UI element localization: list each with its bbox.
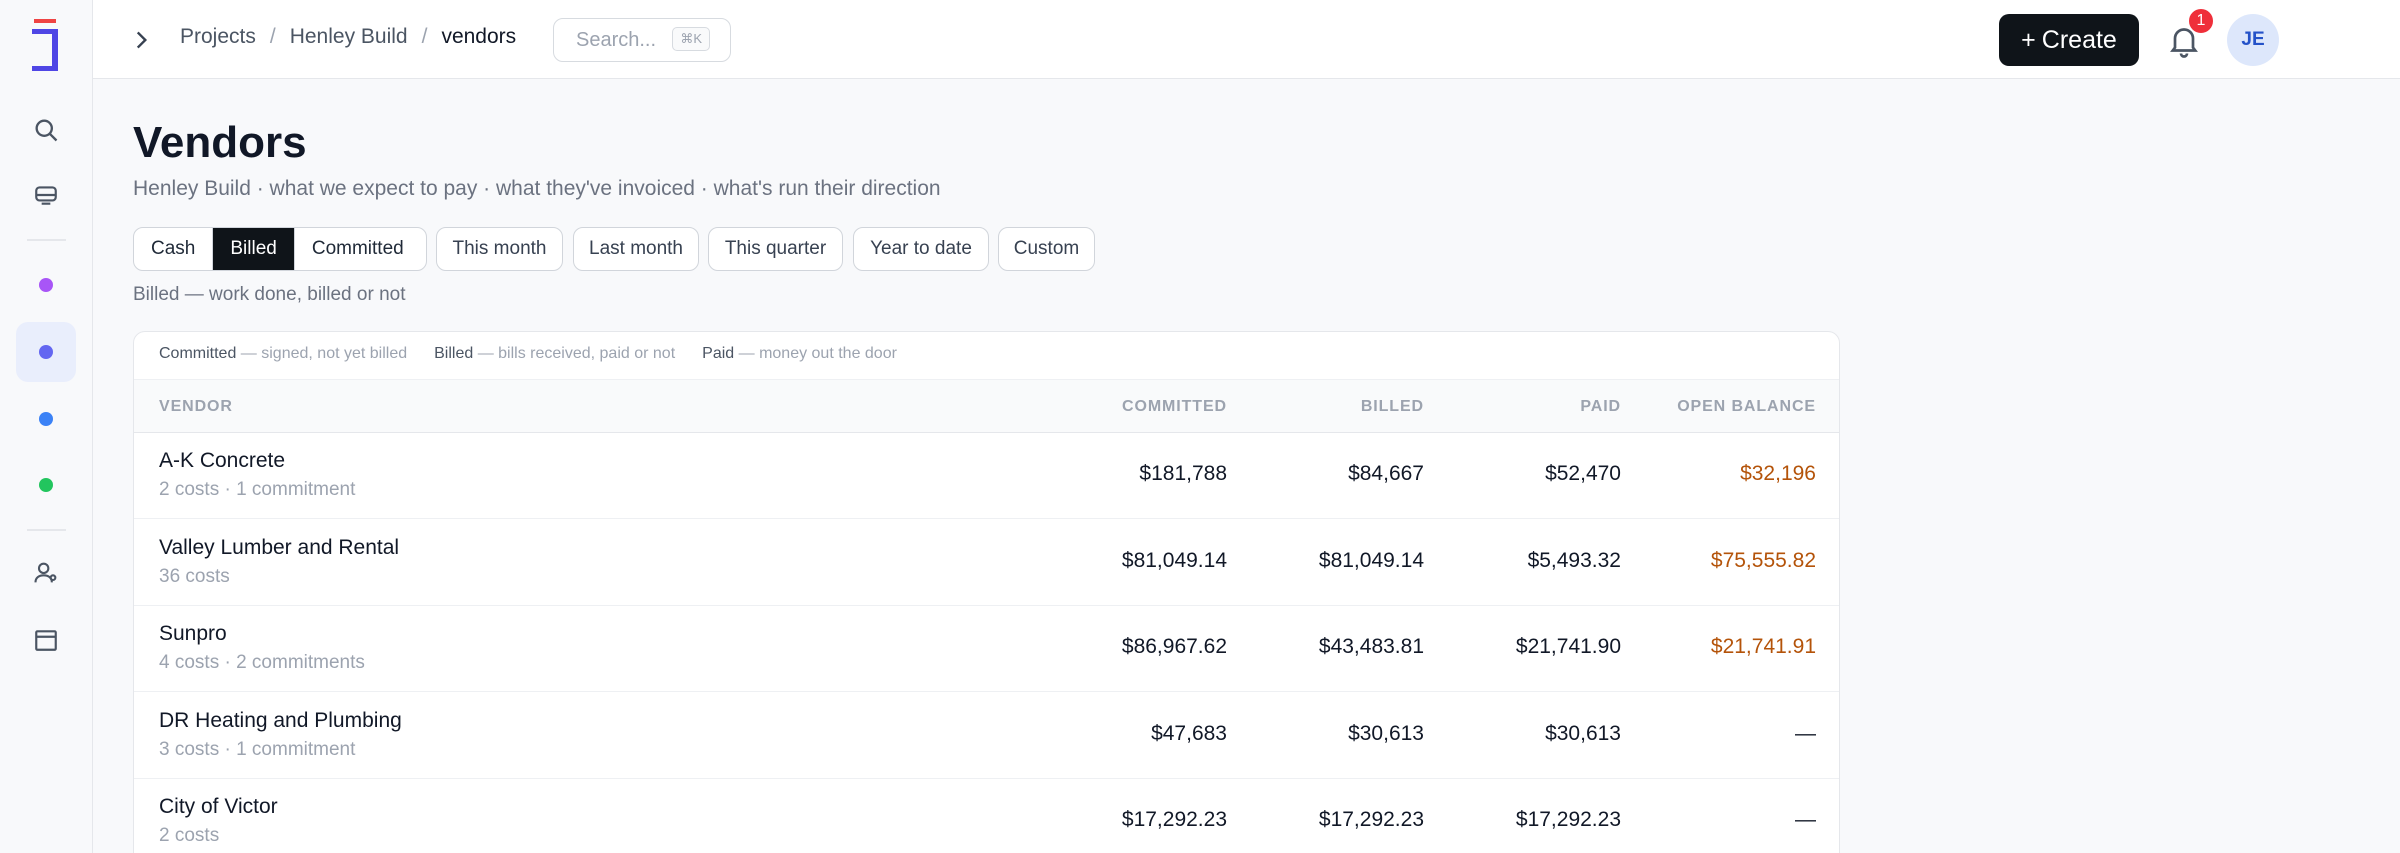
calendar-icon: [35, 630, 57, 651]
column-header-open-balance[interactable]: OPEN BALANCE: [1677, 398, 1816, 415]
search-icon: [35, 119, 58, 142]
open-balance-cell: $75,555.82: [1710, 549, 1816, 572]
sidebar-divider: [27, 529, 66, 531]
sidebar-calendar-button[interactable]: [16, 610, 76, 670]
sidebar-project-4[interactable]: [16, 455, 76, 515]
breadcrumb-current: vendors: [441, 25, 517, 48]
breadcrumb: Projects / Henley Build / vendors: [180, 25, 516, 49]
breadcrumb-separator: /: [421, 25, 428, 48]
sidebar-project-1[interactable]: [16, 255, 76, 315]
project-dot-icon: [39, 278, 53, 292]
project-dot-icon: [39, 478, 53, 492]
table-row[interactable]: Sunpro 4 costs · 2 commitments $86,967.6…: [134, 606, 1839, 692]
vendor-name[interactable]: A-K Concrete: [159, 449, 286, 472]
sidebar-divider: [27, 239, 66, 241]
plus-icon: +: [2021, 25, 2036, 54]
legend-paid: Paid — money out the door: [702, 345, 897, 362]
search-placeholder: Search...: [576, 28, 657, 51]
paid-cell: $21,741.90: [1515, 635, 1621, 658]
legend-committed: Committed — signed, not yet billed: [159, 345, 408, 362]
project-dot-icon: [39, 412, 53, 426]
sidebar-project-3[interactable]: [16, 389, 76, 449]
avatar[interactable]: JE: [2227, 14, 2279, 66]
table-row[interactable]: Valley Lumber and Rental 36 costs $81,04…: [134, 520, 1839, 606]
basis-committed[interactable]: Committed: [311, 238, 404, 259]
period-this-month[interactable]: This month: [436, 227, 563, 271]
search-shortcut: ⌘K: [672, 27, 710, 51]
sidebar-project-2[interactable]: [16, 322, 76, 382]
vendor-name[interactable]: DR Heating and Plumbing: [159, 709, 402, 732]
table-row[interactable]: DR Heating and Plumbing 3 costs · 1 comm…: [134, 693, 1839, 779]
vendors-table: Committed — signed, not yet billed Bille…: [133, 331, 1840, 853]
sidebar-users-button[interactable]: [16, 543, 76, 603]
page-subtitle: Henley Build · what we expect to pay · w…: [133, 177, 941, 200]
paid-cell: $30,613: [1545, 722, 1621, 745]
billed-cell: $43,483.81: [1318, 635, 1424, 658]
column-header-committed[interactable]: COMMITTED: [1122, 398, 1227, 415]
column-header-vendor[interactable]: VENDOR: [159, 398, 233, 415]
open-balance-cell: —: [1795, 808, 1816, 831]
chevron-right-icon[interactable]: [128, 27, 154, 53]
committed-cell: $181,788: [1139, 462, 1227, 485]
page-title: Vendors: [133, 118, 307, 167]
breadcrumb-projects[interactable]: Projects: [180, 25, 256, 48]
create-button[interactable]: + Create: [1999, 14, 2139, 66]
legend-billed: Billed — bills received, paid or not: [434, 345, 676, 362]
period-year-to-date[interactable]: Year to date: [853, 227, 989, 271]
paid-cell: $52,470: [1545, 462, 1621, 485]
sidebar: [0, 0, 93, 853]
search-input[interactable]: Search... ⌘K: [553, 18, 731, 62]
basis-hint: Billed — work done, billed or not: [133, 284, 406, 305]
column-legend: Committed — signed, not yet billed Bille…: [159, 345, 897, 363]
basis-billed[interactable]: Billed: [213, 228, 295, 270]
period-last-month[interactable]: Last month: [573, 227, 699, 271]
create-label: Create: [2041, 25, 2117, 54]
paid-cell: $17,292.23: [1515, 808, 1621, 831]
project-dot-icon: [39, 345, 53, 359]
breadcrumb-project[interactable]: Henley Build: [289, 25, 408, 48]
committed-cell: $17,292.23: [1121, 808, 1227, 831]
period-this-quarter[interactable]: This quarter: [708, 227, 843, 271]
table-row[interactable]: City of Victor 2 costs $17,292.23 $17,29…: [134, 779, 1839, 853]
committed-cell: $81,049.14: [1121, 549, 1227, 572]
top-bar: Projects / Henley Build / vendors Search…: [93, 0, 2400, 79]
committed-cell: $86,967.62: [1121, 635, 1227, 658]
vendor-name[interactable]: Valley Lumber and Rental: [159, 536, 400, 559]
table-header: VENDOR COMMITTED BILLED PAID OPEN BALANC…: [134, 379, 1839, 433]
open-balance-cell: $21,741.91: [1710, 635, 1816, 658]
users-icon: [34, 562, 57, 583]
column-header-billed[interactable]: BILLED: [1360, 398, 1424, 415]
vendor-meta: 4 costs · 2 commitments: [159, 652, 365, 673]
vendor-meta: 2 costs · 1 commitment: [159, 479, 356, 500]
vendor-name[interactable]: City of Victor: [159, 795, 278, 818]
committed-cell: $47,683: [1151, 722, 1227, 745]
sidebar-inbox-button[interactable]: [16, 165, 76, 225]
column-header-paid[interactable]: PAID: [1580, 398, 1621, 415]
period-custom[interactable]: Custom: [998, 227, 1095, 271]
vendor-meta: 3 costs · 1 commitment: [159, 739, 356, 760]
open-balance-cell: $32,196: [1740, 462, 1816, 485]
open-balance-cell: —: [1795, 722, 1816, 745]
app-logo[interactable]: [30, 19, 62, 73]
inbox-icon: [35, 186, 57, 205]
bell-icon[interactable]: [2166, 22, 2202, 58]
table-row[interactable]: A-K Concrete 2 costs · 1 commitment $181…: [134, 433, 1839, 519]
sidebar-search-button[interactable]: [16, 100, 76, 160]
basis-cash[interactable]: Cash: [134, 228, 214, 270]
vendor-meta: 2 costs: [159, 825, 220, 846]
notification-badge: 1: [2187, 7, 2215, 35]
billed-cell: $84,667: [1348, 462, 1424, 485]
billed-cell: $30,613: [1348, 722, 1424, 745]
vendor-meta: 36 costs: [159, 566, 230, 587]
billed-cell: $81,049.14: [1318, 549, 1424, 572]
basis-toggle: Cash Billed Committed: [133, 227, 427, 271]
billed-cell: $17,292.23: [1318, 808, 1424, 831]
vendor-name[interactable]: Sunpro: [159, 622, 227, 645]
paid-cell: $5,493.32: [1527, 549, 1621, 572]
breadcrumb-separator: /: [269, 25, 276, 48]
